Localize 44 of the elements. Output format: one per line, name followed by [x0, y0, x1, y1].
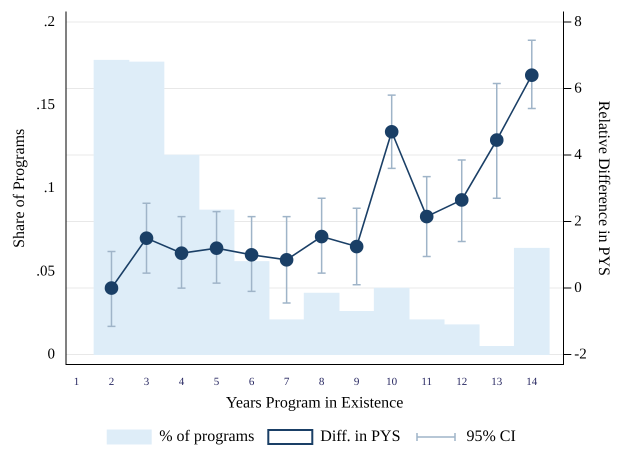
point	[350, 240, 364, 254]
point	[524, 68, 539, 82]
point	[244, 248, 258, 262]
y-tick-label: .2	[44, 14, 55, 30]
y-tick-label: .05	[36, 263, 55, 280]
x-tick-label: 1	[74, 376, 80, 388]
y2-tick-label: -2	[574, 346, 587, 363]
x-tick-label: 3	[144, 376, 150, 388]
y2-tick-label: 2	[574, 214, 582, 230]
y2-axis-title: Relative Difference in PYS	[595, 100, 612, 276]
x-tick-label: 7	[284, 376, 290, 388]
y2-tick-label: 4	[574, 146, 582, 163]
x-tick-label: 8	[318, 376, 325, 388]
x-axis-title: Years Program in Existence	[226, 394, 404, 412]
point	[140, 231, 154, 245]
point	[314, 230, 328, 244]
x-tick-label: 2	[108, 376, 114, 388]
point	[454, 193, 469, 207]
x-tick-label: 10	[386, 376, 398, 388]
x-tick-label: 4	[178, 376, 185, 388]
legend-label: % of programs	[159, 428, 254, 446]
point	[490, 133, 504, 147]
x-tick-label: 5	[214, 376, 220, 388]
y-tick-label: .1	[44, 180, 55, 196]
point	[280, 253, 294, 267]
x-tick-label: 14	[526, 376, 538, 388]
y2-tick-label: 0	[574, 280, 582, 296]
y-tick-label: .15	[36, 97, 55, 114]
y-axis-title: Share of Programs	[10, 128, 28, 248]
x-tick-label: 13	[491, 376, 503, 388]
x-tick-label: 9	[354, 376, 360, 388]
point	[174, 246, 188, 260]
y-tick-label: 0	[47, 346, 55, 363]
x-tick-label: 6	[248, 376, 255, 388]
point	[104, 281, 118, 295]
point	[420, 210, 434, 224]
x-tick-label: 11	[421, 376, 432, 388]
y2-tick-label: 8	[574, 14, 582, 30]
x-tick-label: 12	[456, 376, 468, 388]
text: 95% CI	[466, 428, 516, 446]
y2-tick-label: 6	[574, 80, 582, 96]
point	[384, 124, 398, 139]
point	[210, 241, 224, 255]
legend-label: Diff. in PYS	[320, 428, 400, 446]
